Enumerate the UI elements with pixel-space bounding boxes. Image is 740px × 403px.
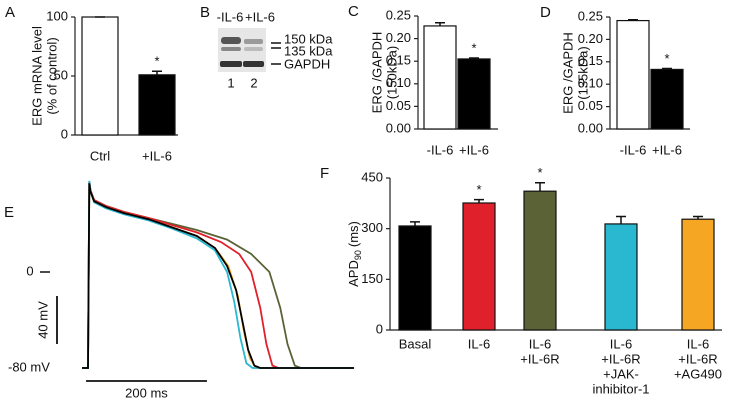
band-label: 135 kDa [284,43,333,58]
x-tick-label: IL-6 [610,336,632,351]
x-tick-label: inhibitor-1 [592,381,649,396]
y-axis-label: (150kDa) [384,46,399,99]
y-axis-label-main: APD [346,260,361,287]
y-tick-label: 0.10 [386,75,411,90]
lane-label: +IL-6 [245,9,275,24]
bar [604,223,638,331]
error-bar [152,70,162,75]
y-tick-label: 0.15 [386,53,411,68]
y-axis-label: ERG /GAPDH [369,32,384,114]
blot-image [218,28,281,72]
y-tick-label: 0.05 [578,98,603,113]
x-tick-label: IL-6 [468,336,490,351]
y-tick-label: 0.05 [386,98,411,113]
y-axis-label-sub: 90 [353,250,363,260]
panel-label: E [4,204,14,221]
band-label: GAPDH [284,56,330,71]
error-bar [662,67,672,70]
y-tick-label: 0 [376,321,383,336]
significance-mark: * [471,40,476,55]
significance-mark: * [537,165,542,180]
panel-label: D [540,4,551,21]
x-tick-label: IL-6 [529,336,551,351]
lane-number: 2 [250,75,257,90]
bar [681,218,715,331]
y-tick-label: 0.00 [386,120,411,135]
y-axis-label: ERG mRNA level [29,26,44,126]
y-axis-label: ERG /GAPDH [560,32,575,114]
bar [616,19,650,130]
bar [138,74,176,136]
panel-label: F [320,165,329,182]
error-bar [535,181,545,192]
ap-trace [82,180,354,369]
y-tick-label: 0.20 [578,31,603,46]
error-bar [435,22,445,26]
ap-trace [82,183,354,369]
x-tick-label: -IL-6 [427,142,454,157]
y-axis-label: (135kDa) [575,46,590,99]
x-tick-label: +IL-6 [652,142,682,157]
y-tick-label: 0.10 [578,76,603,91]
x-tick-label: IL-6 [687,336,709,351]
significance-mark: * [476,182,481,197]
x-tick-label: +JAK- [603,366,639,381]
lane-number: 1 [227,75,234,90]
y-tick-label: 0.00 [578,120,603,135]
y-tick-label: 450 [361,169,383,184]
y-axis-label-unit: (ms) [346,221,361,247]
error-bar [628,18,638,21]
x-tick-label: Basal [399,336,432,351]
x-tick-label: Ctrl [90,148,110,163]
y-tick-label: 100 [46,8,68,23]
y-tick-label: 0.15 [578,53,603,68]
bar [457,58,491,130]
y-tick-label: 0 [61,126,68,141]
bar [81,16,119,136]
x-tick-label: -IL-6 [620,142,647,157]
y-tick-label: 300 [361,220,383,235]
bar [398,225,432,331]
x-tick-label: +AG490 [674,366,722,381]
significance-mark: * [154,54,159,69]
x-tick-label: +IL-6R [601,351,640,366]
y-tick-label: 50 [54,67,68,82]
y-tick-label: 0.25 [386,7,411,22]
voltage-scale-label: 40 mV [35,301,50,339]
y-tick-label: 0.25 [578,8,603,23]
panel-label: C [348,3,359,20]
y-tick-label: 150 [361,271,383,286]
bar [462,202,496,331]
time-scale-label: 200 ms [125,385,168,400]
bar [650,68,684,130]
error-bar [693,215,703,220]
y-axis-label: (% of control) [44,37,59,114]
lane-label: -IL-6 [217,9,244,24]
panel-label: B [200,4,210,21]
ap-trace [82,181,354,369]
x-tick-label: +IL-6 [459,142,489,157]
bar [523,190,557,331]
band-label: 150 kDa [284,31,333,46]
bar [423,25,457,130]
error-bar [469,57,479,59]
x-tick-label: +IL-6R [520,351,559,366]
error-bar [410,221,420,226]
error-bar [616,215,626,224]
x-tick-label: +IL-6R [678,351,717,366]
x-tick-label: +IL-6 [142,148,172,163]
ap-trace [82,181,354,369]
zero-label: 0 [26,263,33,278]
error-bar [474,198,484,203]
significance-mark: * [664,51,669,66]
rest-label: -80 mV [8,359,50,374]
y-tick-label: 0.20 [386,30,411,45]
panel-label: A [5,4,15,21]
y-axis-label: APD90 (ms) [346,221,363,287]
